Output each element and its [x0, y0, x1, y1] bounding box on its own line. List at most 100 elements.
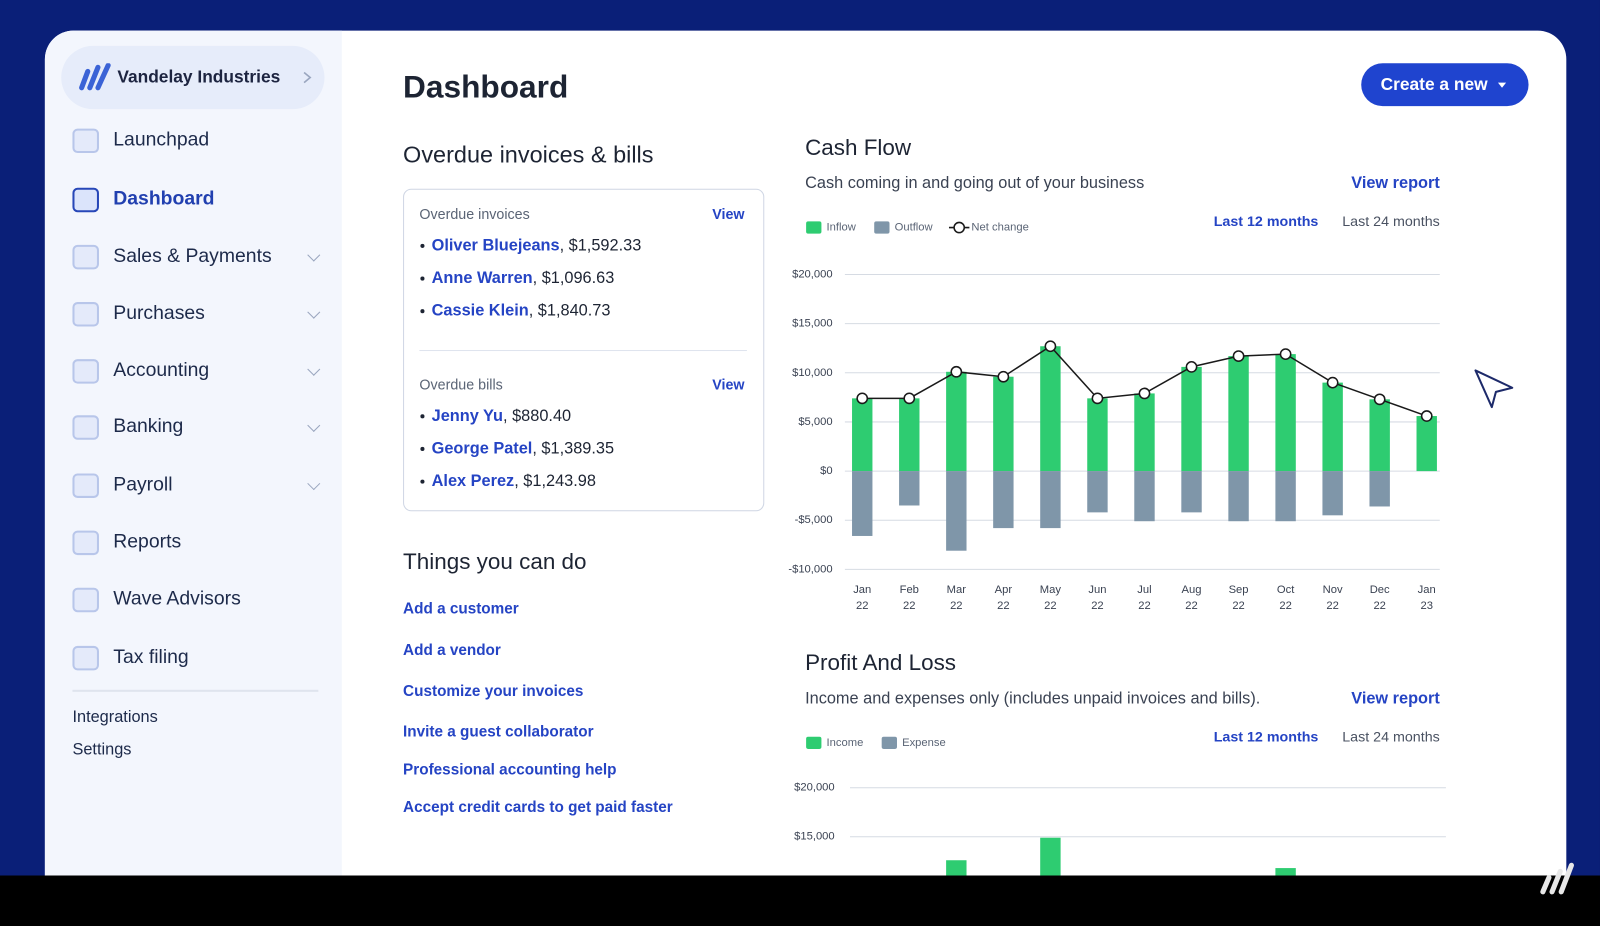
bar	[1134, 393, 1155, 472]
entry-name[interactable]: George Patel	[431, 440, 533, 458]
action-link[interactable]: Add a vendor	[403, 641, 501, 660]
bar	[1369, 471, 1390, 507]
bullet	[420, 309, 425, 314]
cursor	[1474, 369, 1514, 409]
brand-mark	[1540, 862, 1574, 895]
nav-item[interactable]: Wave Advisors	[113, 588, 241, 610]
bar	[1322, 471, 1343, 516]
nav-icon	[72, 128, 99, 154]
view-report[interactable]: View report	[1351, 689, 1440, 707]
period-toggle[interactable]: Last 12 months	[1214, 730, 1319, 746]
entry-amount: , $1,389.35	[532, 440, 615, 458]
nav-item[interactable]: Accounting	[113, 359, 210, 382]
page-title: Dashboard	[403, 68, 569, 105]
bar	[1181, 471, 1202, 513]
nav-item[interactable]: Sales & Payments	[113, 245, 272, 267]
legend-label: Expense	[902, 737, 946, 749]
period-toggle[interactable]: Last 12 months	[1214, 214, 1319, 230]
chart-title: Profit And Loss	[805, 650, 956, 675]
x-tick-label: Nov 22	[1323, 584, 1343, 612]
nav-footer-item[interactable]: Settings	[72, 741, 132, 759]
section-title: Overdue invoices & bills	[403, 141, 654, 168]
bar	[899, 471, 920, 506]
nav-icon	[72, 187, 99, 213]
bar	[1181, 366, 1202, 472]
net-change-point	[1279, 348, 1292, 360]
y-tick-label: -$10,000	[788, 563, 832, 575]
nav-item[interactable]: Launchpad	[113, 129, 210, 151]
bar	[946, 860, 967, 876]
chart-subtitle: Income and expenses only (includes unpai…	[805, 689, 1260, 707]
charts: Cash Flow Cash coming in and going out of…	[788, 135, 1514, 876]
nav-icon	[72, 587, 99, 613]
nav-icon	[72, 244, 99, 270]
entry-amount: , $1,840.73	[528, 302, 611, 320]
net-change-point	[856, 392, 869, 405]
net-change-point	[1326, 376, 1339, 389]
x-tick-label: Jan 23	[1418, 584, 1436, 612]
bullet	[420, 414, 425, 419]
net-change-point	[1091, 392, 1104, 405]
group-label: Overdue bills	[419, 376, 503, 393]
company-name: Vandelay Industries	[117, 67, 281, 87]
legend-swatch	[881, 736, 897, 749]
view-link[interactable]: View	[712, 205, 745, 223]
entry-name[interactable]: Anne Warren	[431, 269, 533, 288]
x-tick-label: Oct 22	[1277, 584, 1295, 612]
x-tick-label: Mar 22	[947, 584, 967, 612]
entry-name[interactable]: Jenny Yu	[431, 407, 504, 425]
entry: George Patel, $1,389.35	[432, 439, 614, 459]
nav-footer-item[interactable]: Integrations	[72, 708, 158, 726]
bar	[1087, 471, 1108, 513]
nav-icon	[72, 302, 99, 327]
x-tick-label: Feb 22	[900, 584, 919, 612]
entry-amount: , $1,243.98	[514, 472, 596, 491]
group-label: Overdue invoices	[419, 205, 530, 223]
bar	[899, 398, 920, 472]
bullet	[420, 243, 425, 248]
entry-amount: , $880.40	[503, 407, 572, 425]
nav-item[interactable]: Reports	[113, 531, 182, 553]
entry-name[interactable]: Oliver Bluejeans	[431, 237, 560, 255]
company-logo	[79, 63, 111, 91]
period-toggle[interactable]: Last 24 months	[1342, 214, 1440, 230]
net-change-point	[1232, 350, 1245, 362]
nav-icon	[72, 645, 99, 671]
create-button[interactable]: Create a new	[1361, 63, 1529, 107]
nav-item[interactable]: Tax filing	[113, 646, 189, 668]
nav-item[interactable]: Dashboard	[113, 188, 215, 210]
view-report[interactable]: View report	[1351, 174, 1440, 192]
action-link[interactable]: Customize your invoices	[403, 682, 584, 700]
action-link[interactable]: Invite a guest collaborator	[403, 723, 594, 741]
nav-item[interactable]: Purchases	[113, 302, 205, 325]
net-change-point	[1138, 387, 1151, 400]
legend-marker	[953, 221, 966, 234]
x-tick-label: Jan 22	[853, 584, 871, 612]
nav-icon	[72, 359, 99, 384]
period-toggle[interactable]: Last 24 months	[1342, 730, 1440, 746]
nav-icon	[72, 530, 99, 556]
net-change-point	[997, 370, 1010, 383]
action-link[interactable]: Accept credit cards to get paid faster	[403, 798, 673, 817]
x-tick-label: May 22	[1040, 584, 1062, 612]
box-divider	[419, 349, 747, 352]
action-link[interactable]: Professional accounting help	[403, 761, 617, 779]
nav-item[interactable]: Banking	[113, 415, 184, 438]
action-link[interactable]: Add a customer	[403, 599, 519, 618]
legend-label: Outflow	[895, 222, 934, 234]
legend-label: Net change	[971, 222, 1028, 234]
chart-title: Cash Flow	[805, 135, 912, 160]
view-link[interactable]: View	[712, 376, 745, 393]
entry-name[interactable]: Alex Perez	[431, 472, 515, 491]
net-change-point	[1373, 393, 1386, 406]
chevron	[303, 71, 312, 84]
nav-item[interactable]: Payroll	[113, 474, 173, 496]
bar	[852, 471, 873, 536]
bullet	[420, 276, 425, 281]
entry: Anne Warren, $1,096.63	[432, 269, 615, 289]
bar	[946, 371, 967, 472]
entry-name[interactable]: Cassie Klein	[431, 302, 529, 320]
bar	[993, 376, 1014, 472]
